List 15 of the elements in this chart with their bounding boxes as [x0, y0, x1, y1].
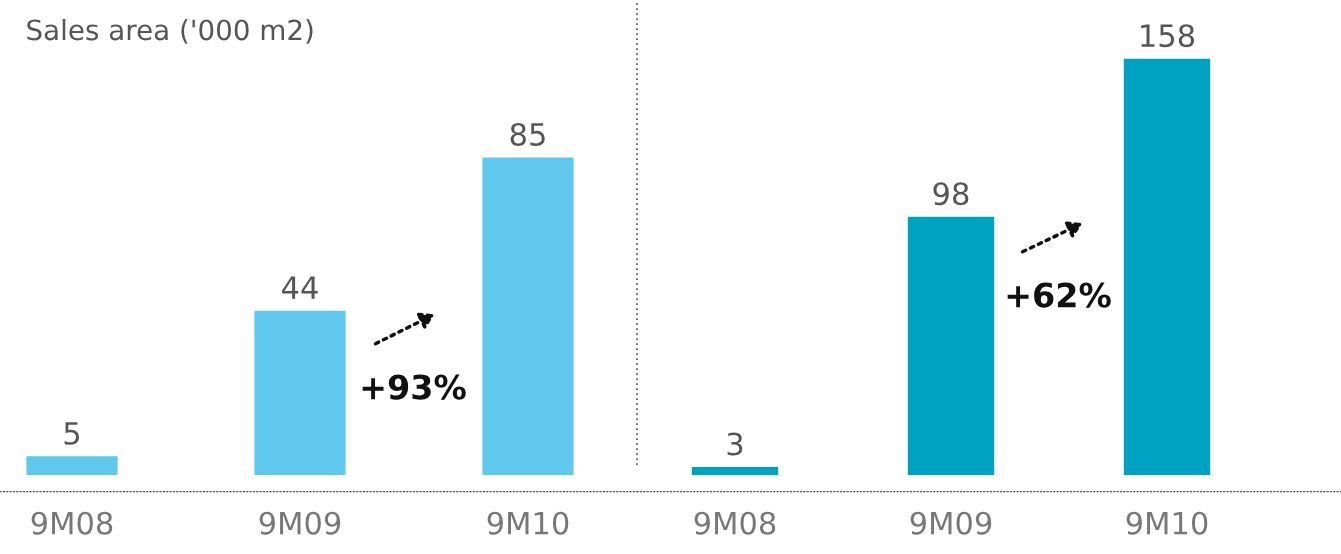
x-tick-label: 9M09 — [910, 511, 992, 535]
x-tick-label: 9M08 — [31, 511, 113, 535]
annotation: +62% — [1007, 282, 1111, 308]
annotation: +93% — [362, 374, 466, 400]
data-label: 44 — [282, 276, 318, 299]
x-tick-label: 9M08 — [694, 511, 776, 535]
data-label: 3 — [727, 432, 743, 456]
chart-title: Sales area ('000 m2) — [27, 18, 313, 44]
data-label: 98 — [933, 182, 969, 206]
x-tick-label: 9M10 — [487, 511, 569, 535]
data-label: 85 — [510, 122, 545, 147]
x-tick-label: 9M10 — [1126, 511, 1208, 535]
data-label: 5 — [64, 422, 80, 445]
data-label: 158 — [1141, 24, 1195, 48]
x-tick-label: 9M09 — [259, 511, 341, 535]
